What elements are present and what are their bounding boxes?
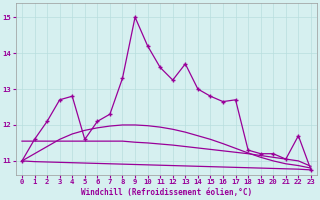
X-axis label: Windchill (Refroidissement éolien,°C): Windchill (Refroidissement éolien,°C): [81, 188, 252, 197]
